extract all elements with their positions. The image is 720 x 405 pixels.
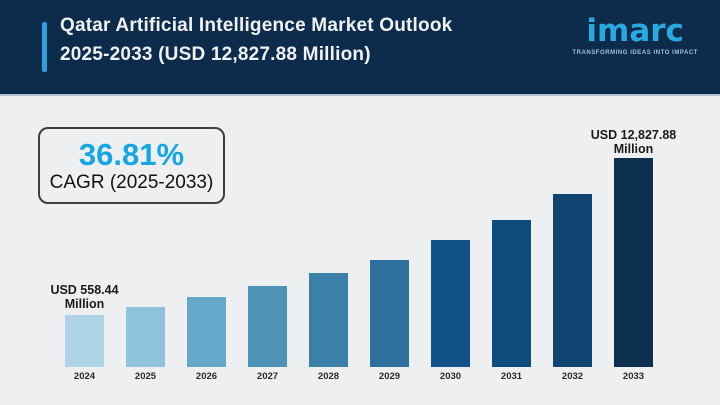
imarc-logo-tagline: TRANSFORMING IDEAS INTO IMPACT xyxy=(572,50,698,56)
bar-2033 xyxy=(614,158,653,367)
bar-chart: 2024 2025 2026 2027 2028 2029 2030 2031 2032 2033 xyxy=(65,158,653,382)
x-axis-label-2029: 2029 xyxy=(378,371,401,382)
x-axis-label-2028: 2028 xyxy=(317,371,340,382)
cagr-value: 36.81% xyxy=(78,136,185,172)
bar-column-2029: 2029 xyxy=(370,260,409,382)
last-bar-value-line1: USD 12,827.88 xyxy=(590,128,677,142)
title-accent-bar xyxy=(42,22,47,72)
first-bar-value-label: USD 558.44 Million xyxy=(50,283,119,311)
imarc-logo-wordmark: imarc xyxy=(586,13,684,49)
x-axis-label-2030: 2030 xyxy=(439,371,462,382)
cagr-box: 36.81% CAGR (2025-2033) xyxy=(38,127,225,204)
header: Qatar Artificial Intelligence Market Out… xyxy=(0,0,720,96)
bar-column-2030: 2030 xyxy=(431,240,470,382)
last-bar-value-label: USD 12,827.88 Million xyxy=(590,128,677,156)
x-axis-label-2033: 2033 xyxy=(622,371,645,382)
bar-2032 xyxy=(553,194,592,367)
bar-column-2025: 2025 xyxy=(126,307,165,382)
x-axis-label-2025: 2025 xyxy=(134,371,157,382)
bar-2025 xyxy=(126,307,165,367)
page-title-line1: Qatar Artificial Intelligence Market Out… xyxy=(60,15,453,36)
last-bar-value-line2: Million xyxy=(613,141,654,156)
x-axis-label-2024: 2024 xyxy=(73,371,96,382)
bar-column-2024: 2024 xyxy=(65,315,104,382)
page-title-line2: 2025-2033 (USD 12,827.88 Million) xyxy=(60,44,371,65)
bar-2026 xyxy=(187,297,226,367)
page-title: Qatar Artificial Intelligence Market Out… xyxy=(60,11,452,69)
bar-2028 xyxy=(309,273,348,367)
bar-2030 xyxy=(431,240,470,367)
x-axis-label-2031: 2031 xyxy=(500,371,523,382)
bar-2031 xyxy=(492,220,531,367)
bar-2027 xyxy=(248,286,287,367)
bar-column-2028: 2028 xyxy=(309,273,348,382)
bar-column-2032: 2032 xyxy=(553,194,592,382)
bar-column-2026: 2026 xyxy=(187,297,226,382)
x-axis-label-2026: 2026 xyxy=(195,371,218,382)
cagr-period-label: CAGR (2025-2033) xyxy=(49,171,214,193)
bar-column-2031: 2031 xyxy=(492,220,531,382)
first-bar-value-line1: USD 558.44 xyxy=(50,283,119,297)
bar-column-2033: 2033 xyxy=(614,158,653,382)
x-axis-label-2027: 2027 xyxy=(256,371,279,382)
bar-column-2027: 2027 xyxy=(248,286,287,382)
first-bar-value-line2: Million xyxy=(64,296,105,311)
bar-2029 xyxy=(370,260,409,367)
bar-2024 xyxy=(65,315,104,367)
x-axis-label-2032: 2032 xyxy=(561,371,584,382)
imarc-logo: imarc TRANSFORMING IDEAS INTO IMPACT xyxy=(572,13,698,57)
